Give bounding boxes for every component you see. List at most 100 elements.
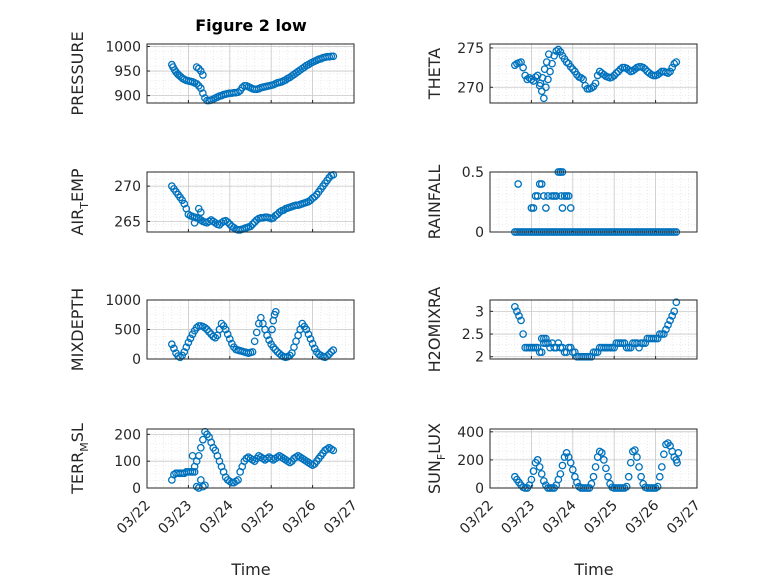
subplot-terr-msl: 0 100 200 TERRMSL 03/22 03/23 03/24 03/25 03/26 0… <box>68 423 361 537</box>
data-point <box>562 449 571 457</box>
y-tick-label: 400 <box>457 425 484 441</box>
data-point <box>622 482 631 491</box>
data-point <box>593 348 602 357</box>
x-tick-label: 03/23 <box>498 498 538 538</box>
data-point <box>211 333 220 342</box>
y-tick-label: 500 <box>114 323 141 339</box>
data-point <box>566 343 575 352</box>
data-point <box>556 48 565 56</box>
data-point <box>182 343 191 352</box>
data-point <box>537 348 546 357</box>
y-axis-label: AIRTEMP <box>68 168 91 235</box>
data-point <box>217 319 226 328</box>
data-point <box>614 67 623 76</box>
data-point <box>519 330 527 338</box>
data-point <box>666 316 674 325</box>
data-point <box>329 52 338 61</box>
data-point <box>664 321 672 329</box>
x-tick-label: 03/24 <box>197 497 237 537</box>
y-axis-label: SUNFLUX <box>425 423 448 494</box>
data-point <box>554 45 563 54</box>
data-point <box>325 350 334 359</box>
data-point <box>271 345 280 354</box>
data-point <box>246 222 255 231</box>
data-point <box>176 353 184 362</box>
data-point <box>533 343 542 352</box>
data-point <box>517 316 525 325</box>
data-point <box>527 75 536 84</box>
data-point <box>203 325 211 334</box>
y-tick-label: 265 <box>114 214 141 230</box>
y-tick-label: 3 <box>475 304 484 320</box>
x-tick-label: 03/27 <box>664 498 704 538</box>
data-point <box>672 298 681 307</box>
data-point <box>635 463 643 471</box>
data-point <box>653 334 662 343</box>
y-tick-label: 900 <box>114 89 141 105</box>
data-point <box>591 463 600 471</box>
data-point <box>608 73 616 81</box>
data-point <box>248 348 257 356</box>
data-point <box>641 65 650 74</box>
data-point <box>639 63 648 72</box>
y-tick-label: 0.5 <box>462 165 484 181</box>
subplot-rainfall: 0 0.5 RAINFALL <box>425 165 698 241</box>
data-point <box>223 330 232 339</box>
x-axis-label-left: Time <box>230 560 270 579</box>
y-tick-label: 275 <box>457 41 484 57</box>
data-point <box>539 192 548 200</box>
data-point <box>542 339 550 347</box>
data-point <box>637 472 645 481</box>
y-axis-label: RAINFALL <box>425 165 444 240</box>
data-point <box>589 472 598 481</box>
y-tick-label: 0 <box>475 225 484 241</box>
data-point <box>666 67 674 76</box>
data-point <box>190 468 199 476</box>
data-point <box>562 58 571 66</box>
axes-box <box>489 428 698 489</box>
y-tick-label: 0 <box>132 481 141 497</box>
subplot-h2omixra: 2 2.5 3 H2OMIXRA <box>425 287 698 373</box>
data-point <box>668 312 677 320</box>
data-point <box>557 192 566 200</box>
x-tick-label: 03/23 <box>155 498 195 538</box>
data-point <box>568 465 577 474</box>
x-tick-label: 03/22 <box>457 498 497 538</box>
data-point <box>552 192 561 200</box>
data-point <box>308 339 317 348</box>
data-point <box>673 458 681 467</box>
data-point <box>304 330 313 339</box>
x-tick-label: 03/26 <box>623 497 663 537</box>
data-point <box>571 348 579 357</box>
data-point <box>225 335 234 343</box>
data-point <box>306 335 315 343</box>
data-point <box>221 325 230 334</box>
data-point <box>180 348 189 356</box>
data-point <box>670 59 679 68</box>
data-point <box>641 339 650 347</box>
data-point <box>655 472 664 481</box>
data-point <box>558 461 567 470</box>
data-point <box>539 94 548 103</box>
data-point <box>510 61 519 70</box>
y-tick-label: 200 <box>114 427 141 443</box>
data-point <box>190 218 199 227</box>
subplot-pressure: 900 950 1000 PRESSURE <box>68 31 355 116</box>
data-point <box>552 47 561 55</box>
data-point <box>515 312 523 320</box>
y-axis-label: TERRMSL <box>68 423 91 495</box>
y-tick-label: 200 <box>457 453 484 469</box>
data-point <box>537 87 546 96</box>
data-point <box>610 343 619 352</box>
data-point <box>529 467 538 475</box>
data-point <box>610 71 619 80</box>
data-point <box>635 343 643 352</box>
y-tick-label: 2.5 <box>462 327 484 343</box>
data-point <box>566 458 575 467</box>
y-axis-label: H2OMIXRA <box>425 287 444 373</box>
data-point <box>620 339 629 347</box>
data-point <box>167 340 176 349</box>
data-point <box>196 84 205 93</box>
data-point <box>302 325 311 334</box>
data-point <box>564 192 573 200</box>
